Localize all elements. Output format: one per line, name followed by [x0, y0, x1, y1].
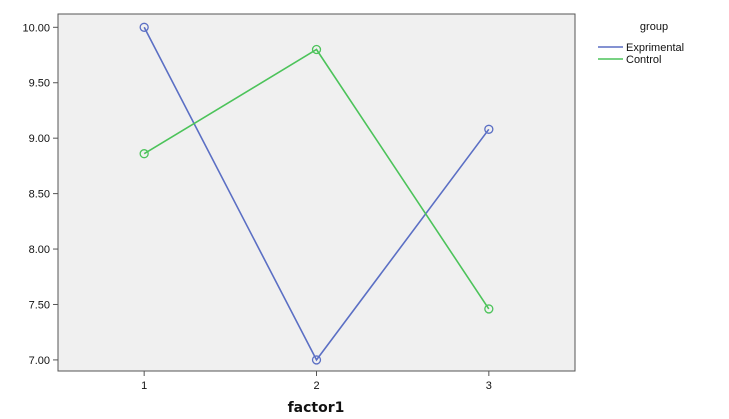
- data-point: [484, 304, 494, 314]
- x-tick-label: 2: [313, 380, 319, 392]
- y-tick-label: 10.00: [22, 22, 50, 34]
- series-line-0: [143, 26, 490, 362]
- x-tick-label: 3: [486, 380, 492, 392]
- y-tick-label: 9.50: [29, 78, 50, 90]
- y-tick-label: 7.00: [29, 355, 50, 367]
- y-tick-label: 8.50: [29, 189, 50, 201]
- plot-area: [57, 13, 576, 372]
- y-axis: 7.00 7.50 8.00 8.50 9.00 9.50 10.00: [22, 22, 58, 367]
- legend-label: Control: [626, 54, 661, 66]
- x-tick-label: 1: [141, 380, 147, 392]
- x-axis-title: factor1: [288, 400, 345, 416]
- y-tick-label: 9.00: [29, 133, 50, 145]
- data-point: [139, 22, 149, 32]
- data-point: [484, 124, 494, 134]
- x-axis: 1 2 3: [141, 371, 492, 392]
- y-tick-label: 7.50: [29, 299, 50, 311]
- data-point: [311, 44, 322, 55]
- legend-label: Exprimental: [626, 42, 684, 54]
- series-layer: [139, 22, 494, 365]
- data-point: [139, 149, 149, 159]
- data-point: [311, 355, 322, 365]
- series-line-1: [143, 48, 490, 310]
- legend-title: group: [640, 21, 668, 33]
- y-tick-label: 8.00: [29, 244, 50, 256]
